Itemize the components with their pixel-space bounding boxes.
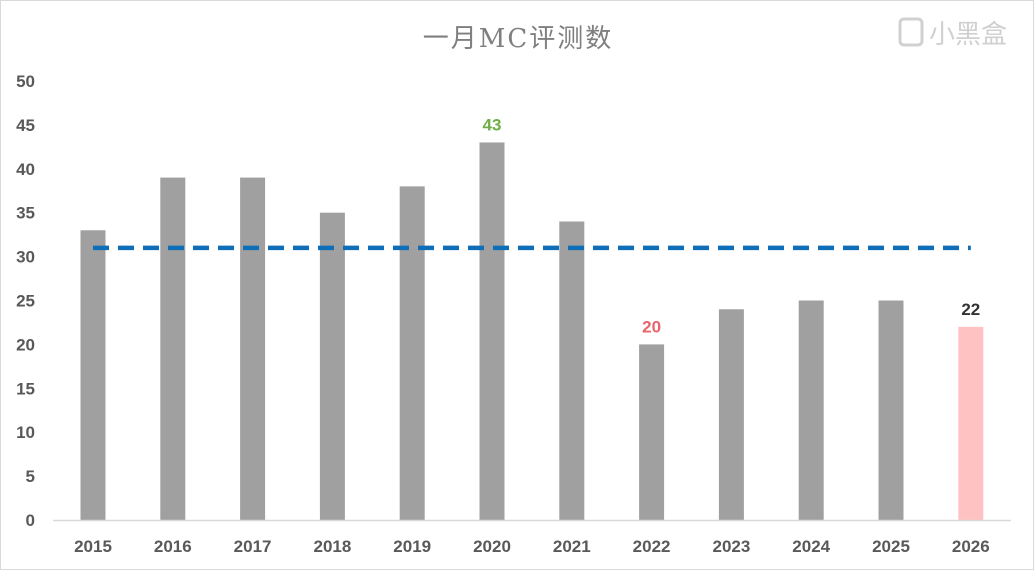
bar-2017 [240, 177, 266, 520]
x-tick-label: 2016 [154, 537, 192, 556]
y-tick-label: 35 [16, 204, 35, 223]
bar-2021 [559, 221, 585, 521]
x-tick-label: 2015 [74, 537, 112, 556]
bar-2018 [319, 212, 345, 520]
y-axis: 0 5 10 15 20 25 30 35 40 45 50 [16, 72, 35, 530]
x-tick-label: 2025 [872, 537, 910, 556]
x-tick-label: 2022 [633, 537, 671, 556]
y-tick-label: 20 [16, 335, 35, 354]
y-tick-label: 0 [26, 511, 35, 530]
bar-2015 [80, 230, 106, 520]
x-tick-label: 2020 [473, 537, 511, 556]
chart-title: 一月MC评测数 [423, 24, 614, 54]
x-tick-label: 2024 [792, 537, 830, 556]
bar-2022 [639, 344, 665, 520]
data-label-2026: 22 [961, 300, 980, 319]
x-tick-label: 2026 [952, 537, 990, 556]
bar-2025 [878, 300, 904, 520]
y-tick-label: 50 [16, 72, 35, 91]
bars [80, 142, 984, 521]
y-tick-label: 10 [16, 423, 35, 442]
y-tick-label: 45 [16, 116, 35, 135]
bar-2020 [479, 142, 505, 520]
x-tick-label: 2021 [553, 537, 591, 556]
x-axis: 2015 2016 2017 2018 2019 2020 2021 2022 2023 2024… [53, 519, 1011, 556]
bar-2016 [160, 177, 186, 520]
data-label-2020: 43 [483, 115, 502, 134]
x-tick-label: 2023 [712, 537, 750, 556]
bar-2019 [399, 186, 425, 521]
data-label-2022: 20 [642, 317, 661, 336]
bar-2023 [718, 309, 744, 520]
bar-2026 [958, 326, 984, 520]
y-tick-label: 25 [16, 292, 35, 311]
watermark-logo-icon [898, 17, 924, 47]
data-labels: 43 20 22 [483, 115, 981, 336]
x-tick-label: 2019 [393, 537, 431, 556]
y-tick-label: 40 [16, 160, 35, 179]
x-tick-label: 2018 [313, 537, 351, 556]
y-tick-label: 5 [26, 467, 35, 486]
watermark: 小黑盒 [898, 17, 1007, 50]
x-tick-label: 2017 [234, 537, 272, 556]
bar-2024 [798, 300, 824, 520]
y-tick-label: 15 [16, 379, 35, 398]
y-tick-label: 30 [16, 248, 35, 267]
watermark-text: 小黑盒 [929, 20, 1007, 50]
